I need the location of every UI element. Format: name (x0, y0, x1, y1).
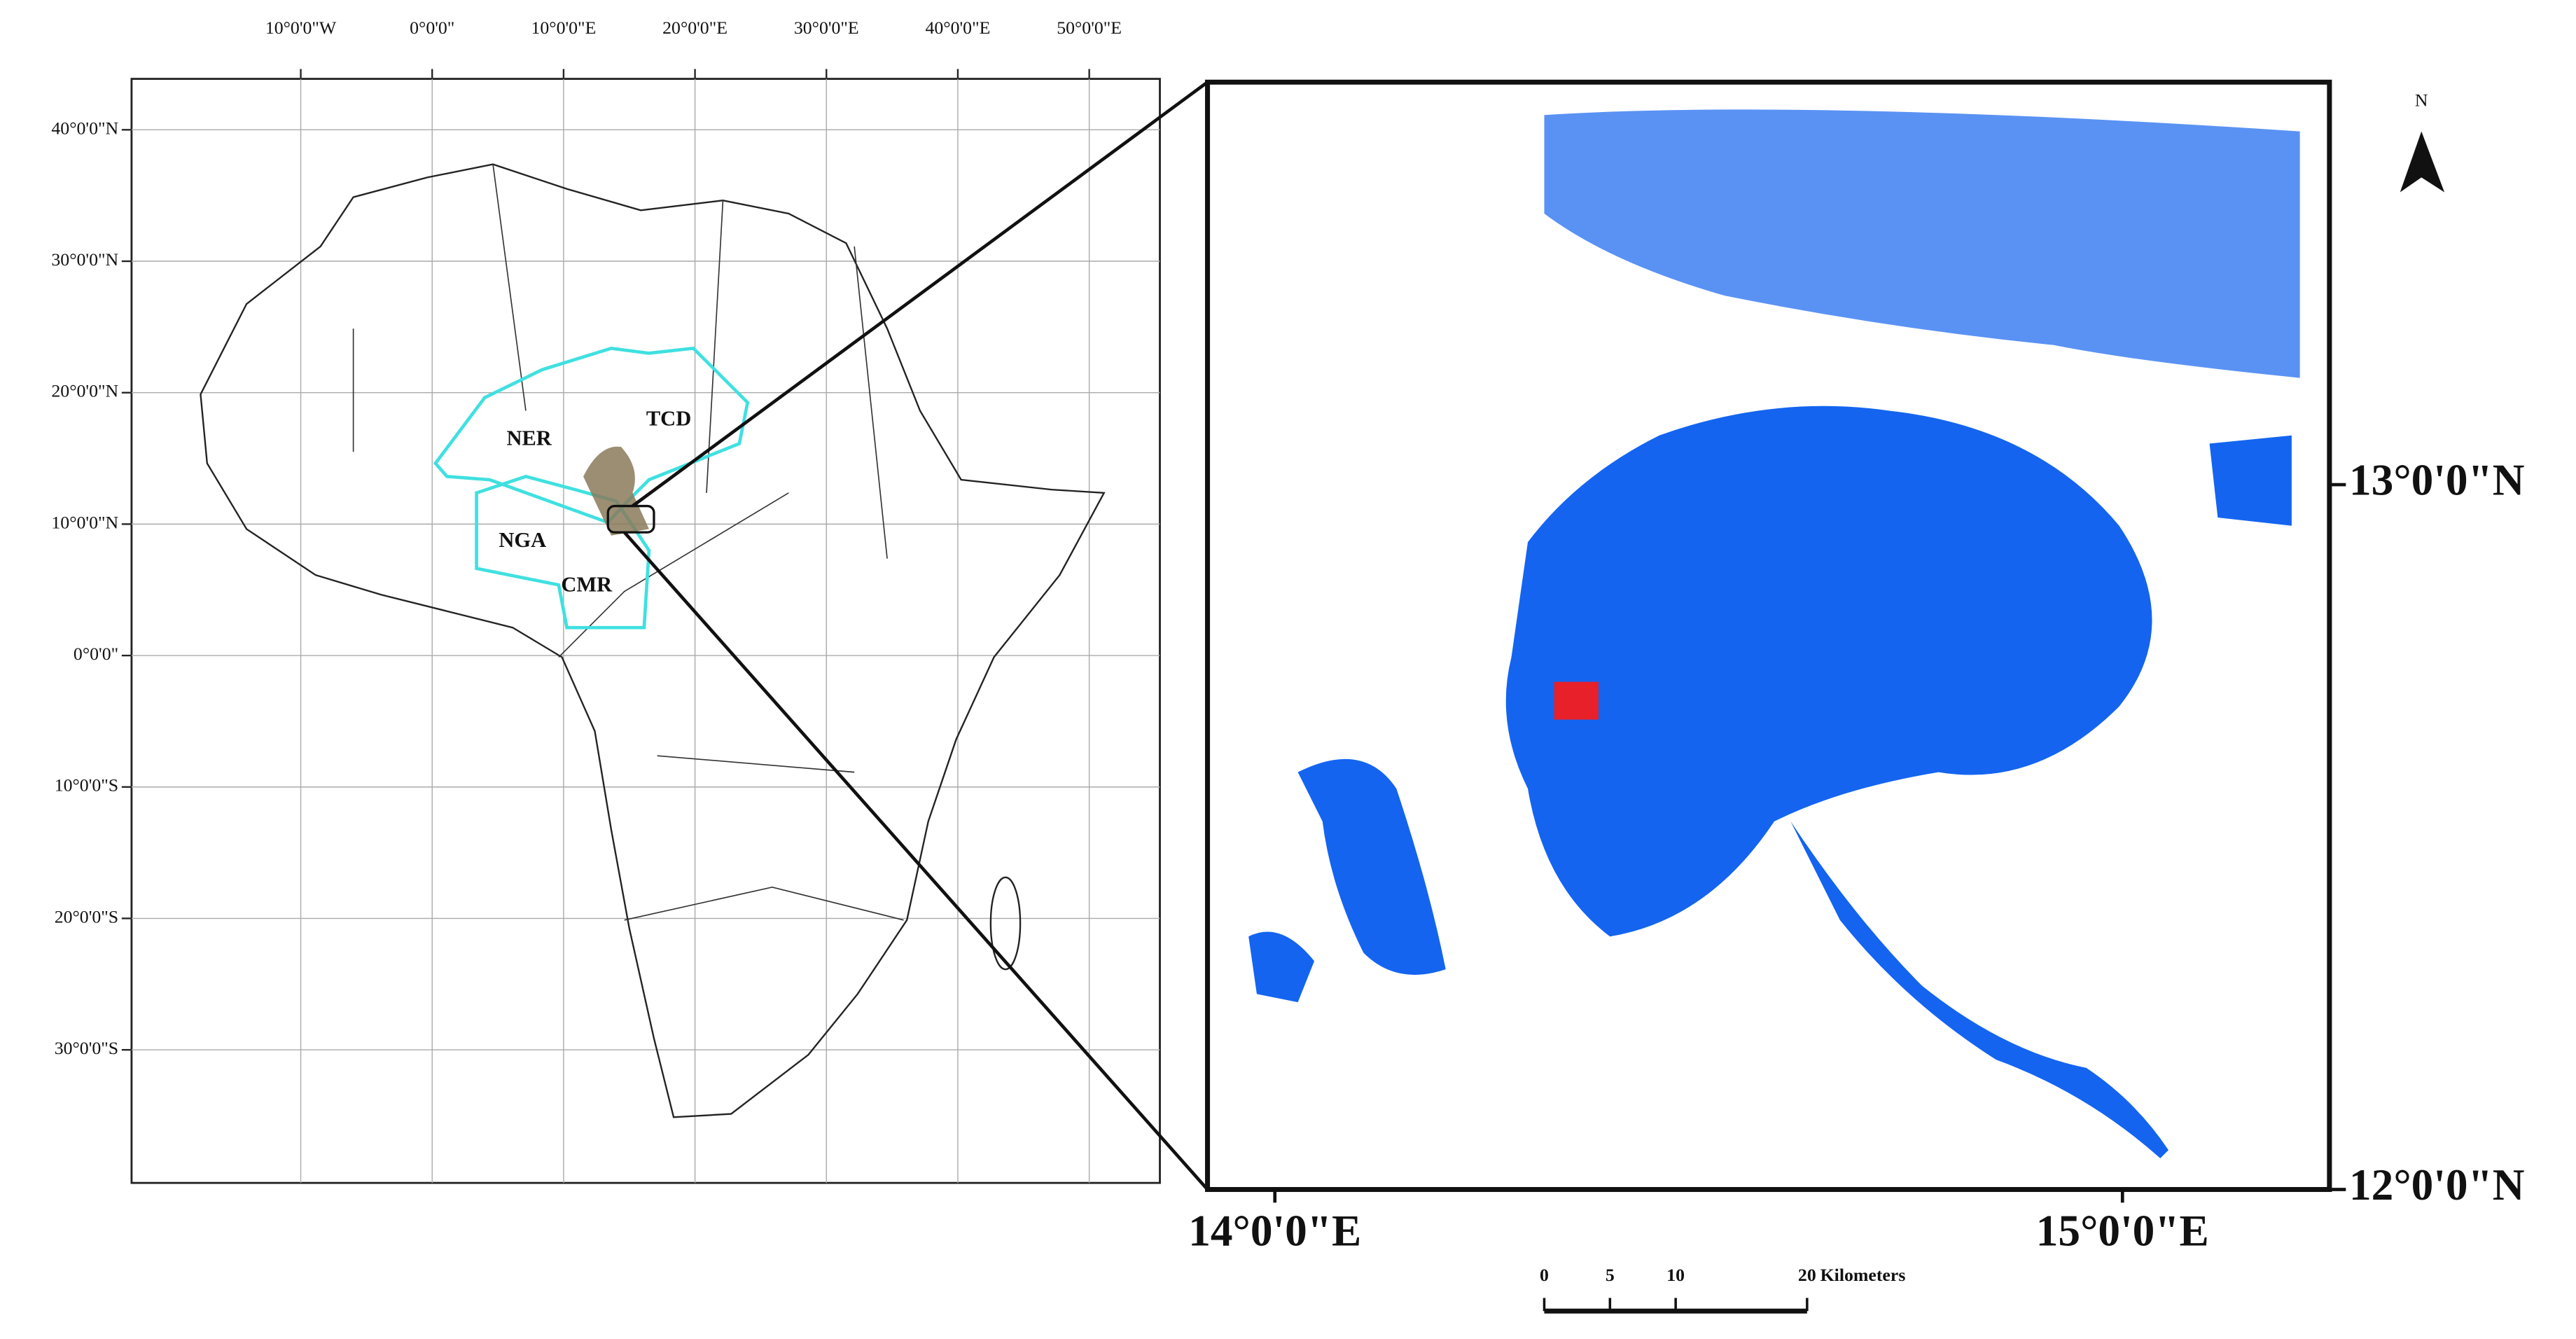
lon-label: 20°0'0"E (662, 18, 727, 38)
lat-label: 20°0'0"N (51, 381, 118, 401)
study-site (1554, 681, 1599, 720)
lake-basin (583, 446, 649, 536)
lat-label: 0°0'0" (74, 644, 118, 664)
lon-label: 30°0'0"E (794, 18, 859, 38)
country-label: NER (506, 426, 552, 450)
scale-label: 5 (1606, 1265, 1615, 1285)
lon-label: 15°0'0"E (2036, 1207, 2209, 1256)
scale-label: 0 (1540, 1265, 1549, 1285)
africa-outline (200, 163, 1106, 1118)
lat-label: 13°0'0"N (2349, 456, 2524, 505)
dynamic: 10°0'0"W 0°0'0" 10°0'0"E 20°0'0"E 30°0'0"E 40… (51, 18, 2524, 1314)
lon-label: 50°0'0"E (1057, 18, 1122, 38)
lat-label: 10°0'0"N (51, 512, 118, 532)
zoom-box (606, 504, 655, 534)
scale-label: 20 (1798, 1265, 1816, 1285)
lat-label: 20°0'0"S (55, 906, 118, 927)
lat-label: 30°0'0"N (51, 249, 118, 270)
lon-label: 14°0'0"E (1188, 1207, 1361, 1256)
north-arrow (2400, 131, 2445, 193)
lat-label: 10°0'0"S (55, 775, 118, 796)
right-frame (1205, 79, 2332, 1193)
left-frame (130, 78, 1161, 1184)
grid (131, 78, 1160, 1184)
lon-label: 10°0'0"E (531, 18, 596, 38)
lat-label: 40°0'0"N (51, 118, 118, 138)
country-label: NGA (499, 528, 546, 552)
north-label: N (2415, 90, 2428, 110)
scale-unit: Kilometers (1820, 1265, 1906, 1285)
lat-label: 30°0'0"S (55, 1038, 118, 1058)
lat-label: 12°0'0"N (2349, 1160, 2524, 1209)
zoom-line (622, 531, 1209, 1191)
madagascar (989, 876, 1022, 971)
country-label: CMR (561, 573, 613, 597)
water (1248, 109, 2300, 1158)
lon-label: 0°0'0" (410, 18, 454, 38)
zoom-line (632, 81, 1209, 508)
borders (352, 164, 904, 921)
lon-label: 40°0'0"E (926, 18, 991, 38)
country-label: TCD (646, 407, 691, 431)
scale-label: 10 (1666, 1265, 1685, 1285)
lon-label: 10°0'0"W (265, 18, 337, 38)
